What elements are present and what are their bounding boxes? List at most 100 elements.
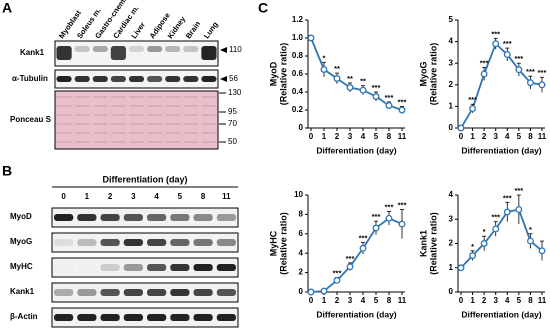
band — [56, 46, 72, 60]
point — [480, 240, 488, 247]
point — [385, 214, 393, 222]
band — [170, 214, 190, 221]
band — [147, 76, 163, 82]
kda-marker: 95 — [228, 107, 237, 116]
point — [359, 244, 367, 252]
x-tick-label: 3 — [348, 296, 353, 305]
band — [216, 214, 236, 221]
band — [123, 239, 143, 246]
x-tick-label: 5 — [374, 132, 379, 141]
y-tick-label: 6 — [299, 229, 304, 238]
significance: *** — [385, 93, 394, 102]
band — [54, 239, 74, 246]
y-tick-label: 3 — [449, 58, 454, 67]
significance: ** — [347, 74, 353, 83]
day-label: 2 — [108, 192, 113, 201]
blot-frame — [51, 207, 239, 228]
significance: *** — [503, 39, 512, 48]
y-tick-label: 1 — [449, 263, 454, 272]
significance: *** — [514, 54, 523, 63]
band — [123, 214, 143, 221]
y-tick-label: 4 — [299, 248, 304, 257]
y-tick-label: 0 — [299, 123, 304, 132]
band — [170, 239, 190, 246]
significance: *** — [346, 254, 355, 263]
x-tick-label: 1 — [322, 132, 327, 141]
y-tick-label: 0 — [449, 123, 454, 132]
y-tick-label: 1.2 — [292, 15, 304, 24]
band — [147, 239, 167, 246]
band — [170, 289, 190, 296]
y-tick-label: 0.8 — [292, 51, 304, 60]
marker-arrow — [220, 76, 227, 82]
row-label: MyHC — [10, 262, 33, 271]
band — [216, 314, 236, 321]
band — [54, 314, 74, 321]
x-tick-label: 8 — [528, 132, 533, 141]
band — [77, 239, 97, 246]
x-tick-label: 2 — [335, 296, 340, 305]
kda-marker: 130 — [228, 88, 242, 97]
band — [201, 46, 217, 60]
x-axis-label: Differentiation (day) — [461, 309, 541, 319]
x-tick-label: 4 — [361, 132, 366, 141]
significance: * — [471, 242, 474, 251]
x-tick-label: 1 — [470, 296, 475, 305]
x-axis-label: Differentiation (day) — [316, 145, 396, 155]
significance: *** — [480, 59, 489, 68]
band — [216, 289, 236, 296]
point — [469, 252, 477, 260]
y-axis-label: (Relative ratio) — [428, 43, 438, 106]
x-tick-label: 5 — [517, 132, 522, 141]
band — [54, 264, 74, 271]
lane-label: Brain — [184, 19, 203, 40]
y-tick-label: 2 — [299, 268, 304, 277]
band — [165, 46, 181, 52]
point — [307, 34, 315, 42]
point — [526, 79, 534, 87]
y-tick-label: 1.0 — [292, 33, 304, 42]
band — [54, 289, 74, 296]
point — [346, 263, 354, 271]
row-label: Kank1 — [20, 48, 45, 57]
band — [110, 46, 126, 60]
band — [147, 264, 167, 271]
y-tick-label: 4 — [449, 37, 454, 46]
significance: *** — [538, 68, 547, 77]
point — [346, 84, 354, 91]
kda-marker: 50 — [228, 137, 237, 146]
band — [201, 76, 217, 82]
y-tick-label: 8 — [299, 210, 304, 219]
point — [398, 220, 406, 228]
day-label: 4 — [154, 192, 159, 201]
y-axis-label: MyHC — [268, 230, 278, 256]
point — [398, 106, 406, 114]
band — [193, 214, 213, 221]
x-tick-label: 1 — [470, 132, 475, 141]
row-label: MyoD — [10, 212, 32, 221]
band — [77, 314, 97, 321]
point — [515, 66, 523, 74]
point — [307, 288, 315, 296]
significance: *** — [503, 193, 512, 202]
point — [333, 276, 341, 284]
band — [123, 314, 143, 321]
row-label: β-Actin — [10, 312, 38, 321]
band — [77, 264, 97, 271]
y-axis-label: (Relative ratio) — [428, 212, 438, 275]
x-tick-label: 0 — [309, 296, 314, 305]
y-axis-label: Kank1 — [418, 230, 428, 257]
significance: *** — [526, 67, 535, 76]
point — [492, 225, 500, 233]
band — [77, 289, 97, 296]
point — [385, 102, 393, 109]
point — [538, 81, 546, 89]
y-tick-label: 0.2 — [292, 105, 304, 114]
y-tick-label: 0.4 — [292, 87, 304, 96]
point — [503, 208, 511, 216]
significance: *** — [491, 213, 500, 222]
y-tick-label: 2 — [449, 80, 454, 89]
x-tick-label: 11 — [398, 296, 407, 305]
panel-label: C — [258, 0, 268, 16]
